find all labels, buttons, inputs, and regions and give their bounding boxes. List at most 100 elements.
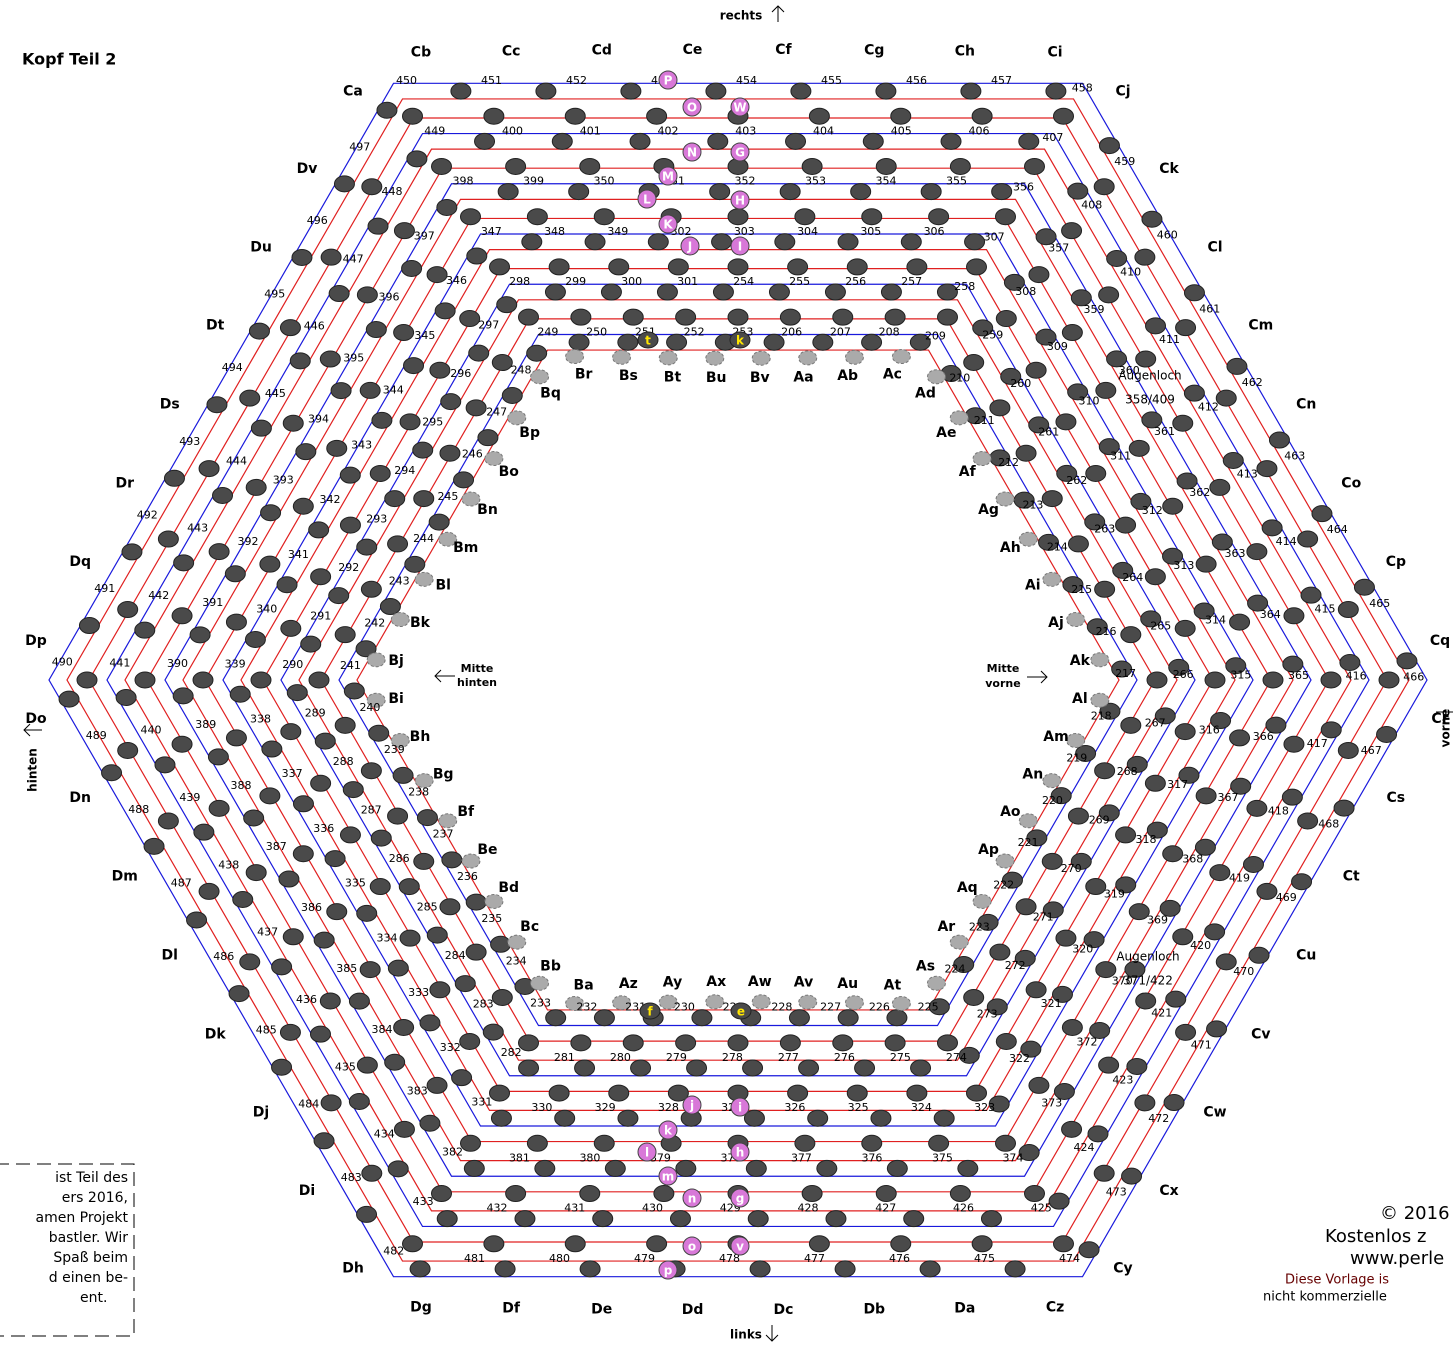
copyright: © 2016 Kostenlos z www.perle Diese Vorla… [1263,1203,1450,1305]
bead-number: 469 [1276,891,1297,904]
bead [186,911,208,929]
bead-letter: n [688,1192,697,1206]
bead [1093,1164,1115,1182]
bead [365,321,387,339]
bead-number: 461 [1199,302,1220,315]
bead-number: 449 [424,124,445,137]
bead [308,521,330,539]
bead-number: 355 [946,175,967,188]
bead [886,1159,908,1177]
bead-number: 446 [304,320,325,333]
bead [807,1109,829,1127]
bead [1061,324,1083,342]
bead-number: 364 [1260,608,1281,621]
bead [1000,367,1022,385]
bead [900,233,922,251]
inner-label: Ai [1025,577,1041,593]
bead [239,389,261,407]
inner-label: Bs [619,368,638,384]
inner-label: Ab [837,368,858,384]
bead [360,762,382,780]
bead [313,931,335,949]
outer-label: Cn [1296,396,1316,412]
bead [483,1235,505,1253]
bead [554,1109,576,1127]
bead-number: 261 [1038,425,1059,438]
bead-number: 282 [501,1046,522,1059]
bead-number: 392 [238,535,259,548]
bead [1165,990,1187,1008]
bead [548,258,570,276]
bead [393,324,415,342]
bead [1062,576,1084,594]
bead [490,1109,512,1127]
bead [501,386,523,404]
bead [600,283,622,301]
bead [920,183,942,201]
inner-label: Br [575,366,593,382]
bead [1146,821,1168,839]
bead [1281,788,1303,806]
outer-label: Dm [112,869,138,885]
bead [356,286,378,304]
bead [903,1210,925,1228]
hole-bead [1090,692,1110,708]
bead [1055,413,1077,431]
bead-number: 381 [509,1151,530,1164]
bead-number: 336 [313,822,334,835]
bead [801,157,823,175]
bead-number: 346 [446,274,467,287]
bead [384,1053,406,1071]
bead [656,283,678,301]
inner-label: Bl [435,577,450,593]
center-front: Mitte [987,662,1020,675]
bead-number: 382 [442,1145,463,1158]
bead [825,1210,847,1228]
bead-letter: p [664,1264,673,1278]
arrow-up [771,5,785,22]
bead-number: 482 [383,1245,404,1258]
bead [412,441,434,459]
bead [919,1260,941,1278]
bead [875,157,897,175]
inner-label: Al [1072,691,1088,707]
bead-number: 493 [179,435,200,448]
bead-letter: G [735,146,745,160]
bead [768,283,790,301]
bead [261,740,283,758]
bead-number: 462 [1242,376,1263,389]
bead [1163,1094,1185,1112]
bead-number: 380 [579,1151,600,1164]
inner-label: Aw [748,974,772,990]
bead-number: 252 [684,325,705,338]
bead [1095,961,1117,979]
inner-label: Ay [663,975,682,991]
bead [228,985,250,1003]
bead [239,953,261,971]
bead [1210,712,1232,730]
bead-number: 241 [340,659,361,672]
bead [1004,1260,1026,1278]
bead [426,266,448,284]
bead-number: 393 [273,474,294,487]
bead-number: 237 [433,828,454,841]
bead-number: 472 [1148,1112,1169,1125]
labels: 206 207 208 209 210 211 212 213 214 215 216 217 218 2… [25,42,1450,1318]
bead [545,1009,567,1027]
bead [1024,1185,1045,1203]
bead [666,333,688,351]
bead-number: 284 [445,949,466,962]
bead [419,1114,441,1132]
bead [801,1185,823,1203]
thread-blue [338,333,1138,1027]
bead-number: 467 [1361,744,1382,757]
bead [463,1159,485,1177]
inner-label: Bc [520,919,539,935]
bead-number: 232 [576,1001,597,1014]
bead-number: 369 [1147,913,1168,926]
bead [248,322,270,340]
bead [832,308,854,326]
bead-number: 357 [1048,242,1069,255]
bead-number: 240 [359,701,380,714]
bead [1126,755,1148,773]
